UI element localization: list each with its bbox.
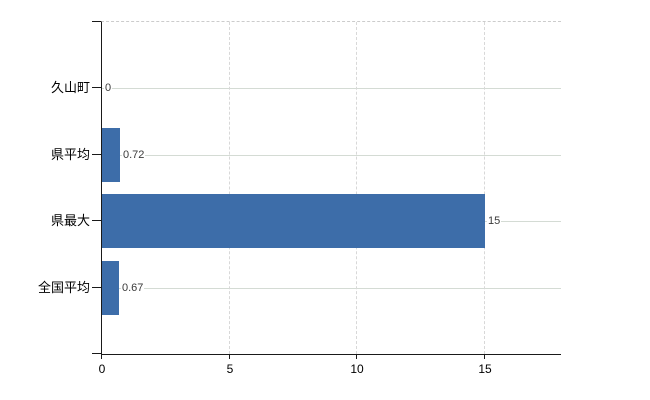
category-label: 全国平均 bbox=[37, 280, 90, 295]
x-axis-tick-label: 10 bbox=[350, 362, 364, 376]
y-axis-tick bbox=[92, 21, 101, 22]
y-axis-tick bbox=[92, 87, 101, 88]
bar bbox=[102, 194, 485, 248]
horizontal-gridline bbox=[102, 288, 561, 289]
x-axis-tick-label: 0 bbox=[98, 362, 106, 376]
y-axis-tick bbox=[92, 220, 101, 221]
x-axis-tick bbox=[229, 354, 230, 359]
y-axis-tick bbox=[92, 287, 101, 288]
bar-value-label: 0.67 bbox=[121, 281, 145, 295]
bar bbox=[102, 128, 120, 182]
horizontal-gridline bbox=[102, 155, 561, 156]
vertical-gridline bbox=[356, 22, 357, 354]
bar bbox=[102, 261, 119, 315]
vertical-gridline bbox=[229, 22, 230, 354]
category-label: 県最大 bbox=[50, 213, 90, 228]
x-axis-tick-label: 15 bbox=[478, 362, 492, 376]
y-axis-tick bbox=[92, 154, 101, 155]
bar-value-label: 15 bbox=[487, 214, 502, 228]
x-axis-tick bbox=[356, 354, 357, 359]
category-label: 久山町 bbox=[50, 80, 90, 95]
bar-value-label: 0 bbox=[104, 81, 113, 95]
y-axis-tick bbox=[92, 353, 101, 354]
vertical-gridline bbox=[484, 22, 485, 354]
x-axis-tick bbox=[484, 354, 485, 359]
x-axis-tick-label: 5 bbox=[226, 362, 234, 376]
plot-area: 0 0.72 15 0.67 bbox=[101, 21, 561, 355]
category-label: 県平均 bbox=[50, 147, 90, 162]
x-axis-tick bbox=[101, 354, 102, 359]
horizontal-gridline bbox=[102, 88, 561, 89]
bar-value-label: 0.72 bbox=[122, 148, 146, 162]
